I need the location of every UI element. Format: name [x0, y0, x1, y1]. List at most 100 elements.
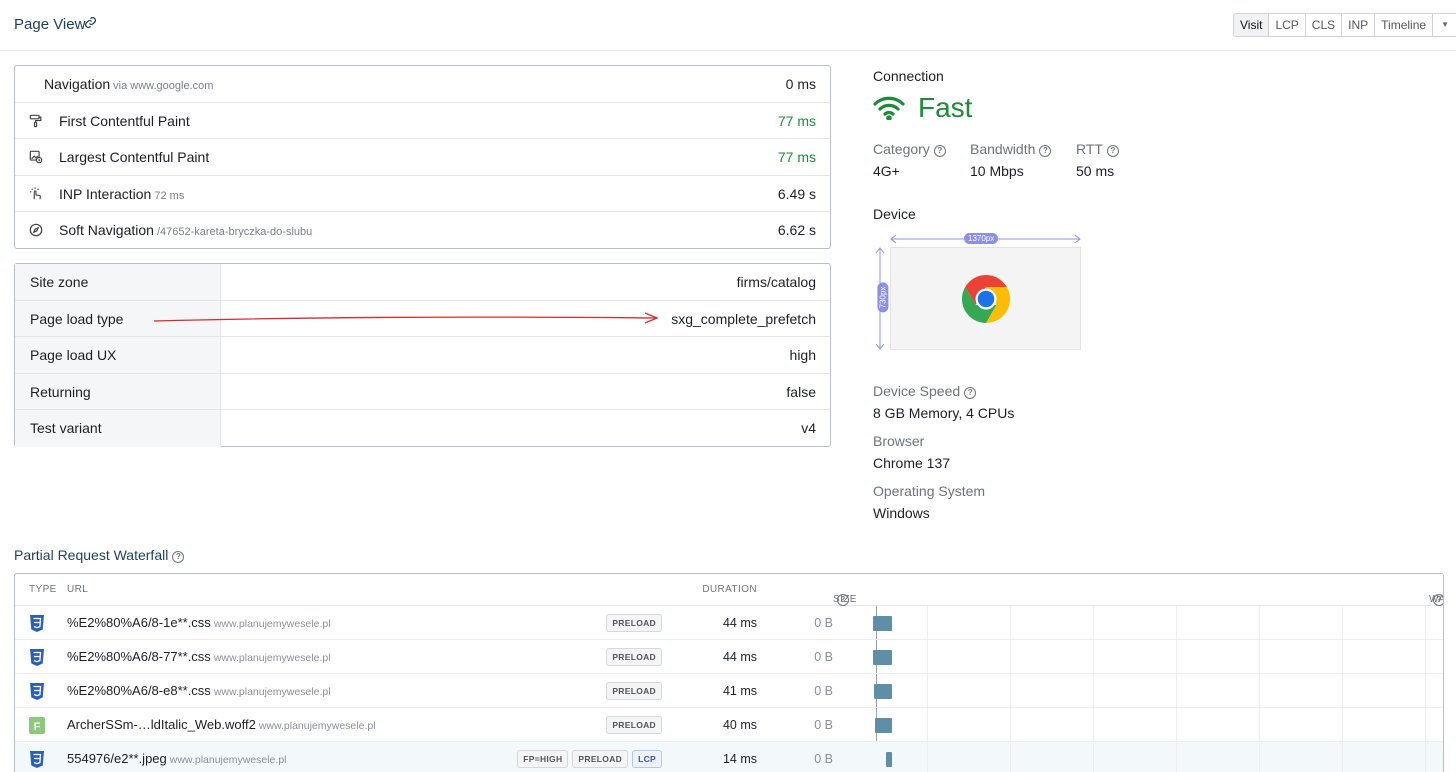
chrome-logo-icon [962, 275, 1010, 323]
help-icon[interactable]: ? [964, 387, 977, 399]
css-icon [30, 751, 44, 768]
attr-value: sxg_complete_prefetch [671, 310, 816, 327]
badges: PRELOAD [606, 648, 662, 666]
chevron-down-icon[interactable]: ▼ [1433, 14, 1456, 36]
connection-title: Connection [873, 68, 944, 84]
help-icon[interactable]: ? [1039, 145, 1052, 157]
tab-cls[interactable]: CLS [1305, 14, 1343, 36]
wifi-icon [873, 96, 905, 120]
os-value: Windows [873, 505, 930, 521]
waterfall-grid-line [1176, 606, 1177, 772]
request-duration: 14 ms [722, 752, 757, 766]
badges: PRELOAD [606, 682, 662, 700]
table-row[interactable]: %E2%80%A6/8-1e**.css www.planujemywesele.… [15, 606, 1443, 640]
table-row[interactable]: F ArcherSSm-…ldItalic_Web.woff2 www.planu… [15, 708, 1443, 742]
request-url[interactable]: %E2%80%A6/8-77**.css www.planujemywesele.… [67, 649, 331, 664]
height-badge: 730px [877, 282, 889, 313]
font-icon: F [29, 717, 45, 734]
request-size: 0 B [814, 684, 833, 698]
tab-inp[interactable]: INP [1342, 14, 1376, 36]
os-label: Operating System [873, 483, 986, 499]
waterfall-bar[interactable] [873, 650, 892, 665]
css-icon [30, 615, 44, 632]
attr-value: firms/catalog [736, 274, 816, 290]
attr-row: Site zone firms/catalog [15, 264, 830, 301]
table-row[interactable]: 554976/e2**.jpeg www.planujemywesele.pl F… [15, 742, 1443, 772]
rtt-value: 50 ms [1076, 163, 1115, 179]
request-url[interactable]: %E2%80%A6/8-1e**.css www.planujemywesele.… [67, 615, 331, 630]
device-speed-value: 8 GB Memory, 4 CPUs [873, 405, 1015, 421]
attr-value: high [789, 347, 816, 364]
page-header: Page View Visit LCP CLS INP Timeline ▼ [0, 0, 1456, 51]
table-row[interactable]: %E2%80%A6/8-77**.css www.planujemywesele.… [15, 640, 1443, 674]
metric-label: First Contentful Paint [59, 112, 190, 129]
request-size: 0 B [814, 650, 833, 664]
help-icon[interactable]: ? [1106, 145, 1119, 157]
tab-visit[interactable]: Visit [1234, 14, 1270, 36]
waterfall-grid-line [1010, 606, 1011, 772]
help-icon[interactable]: ? [1433, 594, 1443, 606]
device-title: Device [873, 206, 916, 222]
browser-value: Chrome 137 [873, 455, 951, 471]
request-url[interactable]: %E2%80%A6/8-e8**.css www.planujemywesele.… [67, 683, 331, 698]
request-host: www.planujemywesele.pl [169, 754, 287, 766]
tab-timeline[interactable]: Timeline [1375, 14, 1434, 36]
metric-row-fcp[interactable]: First Contentful Paint 77 ms [15, 103, 830, 140]
col-url[interactable]: URL [67, 584, 89, 595]
css-icon [30, 683, 44, 700]
request-duration: 44 ms [722, 650, 757, 664]
attr-key: Page load UX [15, 337, 221, 373]
connection-speed: Fast [918, 92, 973, 123]
waterfall-bar[interactable] [874, 718, 892, 733]
metric-row-lcp[interactable]: Largest Contentful Paint 77 ms [15, 139, 830, 176]
priority-badge: FP=HIGH [517, 750, 569, 768]
request-duration: 44 ms [722, 616, 757, 630]
waterfall-bar[interactable] [873, 616, 892, 631]
css-icon [30, 649, 44, 666]
waterfall-bar[interactable] [885, 752, 892, 767]
category-value: 4G+ [873, 163, 900, 179]
preload-badge: PRELOAD [606, 614, 662, 632]
tab-lcp[interactable]: LCP [1269, 14, 1306, 36]
badges: PRELOAD [606, 614, 662, 632]
attr-value: false [786, 383, 816, 400]
help-icon[interactable]: ? [837, 594, 849, 606]
metric-sub: /47652-kareta-bryczka-do-slubu [156, 226, 313, 239]
waterfall-header: TYPE URL DURATION SIZE? WATERFALL? [15, 574, 1443, 606]
lcp-badge: LCP [632, 750, 662, 768]
link-icon[interactable] [84, 16, 97, 29]
help-icon[interactable]: ? [933, 145, 946, 157]
metric-row-navigation[interactable]: Navigation via www.google.com 0 ms [15, 66, 830, 103]
request-host: www.planujemywesele.pl [258, 720, 376, 732]
bandwidth-value: 10 Mbps [970, 163, 1024, 179]
compass-icon [29, 224, 43, 237]
preload-badge: PRELOAD [606, 716, 662, 734]
metric-value: 77 ms [777, 112, 816, 129]
annotation-arrow [153, 312, 659, 324]
rtt-label: RTT? [1076, 141, 1119, 157]
request-url[interactable]: 554976/e2**.jpeg www.planujemywesele.pl [67, 751, 287, 766]
device-screen [890, 247, 1081, 350]
waterfall-title: Partial Request Waterfall? [14, 547, 185, 563]
attr-row: Returning false [15, 373, 830, 411]
request-url[interactable]: ArcherSSm-…ldItalic_Web.woff2 www.planuje… [67, 717, 376, 732]
metric-row-soft-navigation[interactable]: Soft Navigation/47652-kareta-bryczka-do-… [15, 212, 830, 249]
help-icon[interactable]: ? [172, 551, 185, 563]
table-row[interactable]: %E2%80%A6/8-e8**.css www.planujemywesele.… [15, 674, 1443, 708]
preload-badge: PRELOAD [606, 648, 662, 666]
metric-label: INP Interaction 72 ms [59, 185, 185, 202]
lcp-image-icon [29, 150, 43, 164]
device-speed-label: Device Speed? [873, 383, 977, 399]
metric-label: Soft Navigation/47652-kareta-bryczka-do-… [59, 222, 313, 239]
waterfall-bar[interactable] [874, 684, 892, 699]
request-duration: 41 ms [722, 684, 757, 698]
request-host: www.planujemywesele.pl [213, 686, 331, 698]
col-duration[interactable]: DURATION [702, 584, 757, 595]
metric-value: 6.49 s [777, 185, 816, 202]
attr-key: Test variant [15, 410, 221, 447]
attr-row: Page load type sxg_complete_prefetch [15, 300, 830, 338]
col-type[interactable]: TYPE [29, 584, 57, 595]
metric-row-inp[interactable]: INP Interaction 72 ms 6.49 s [15, 176, 830, 213]
metric-sub: 72 ms [154, 189, 185, 202]
waterfall-grid-line [1342, 606, 1343, 772]
